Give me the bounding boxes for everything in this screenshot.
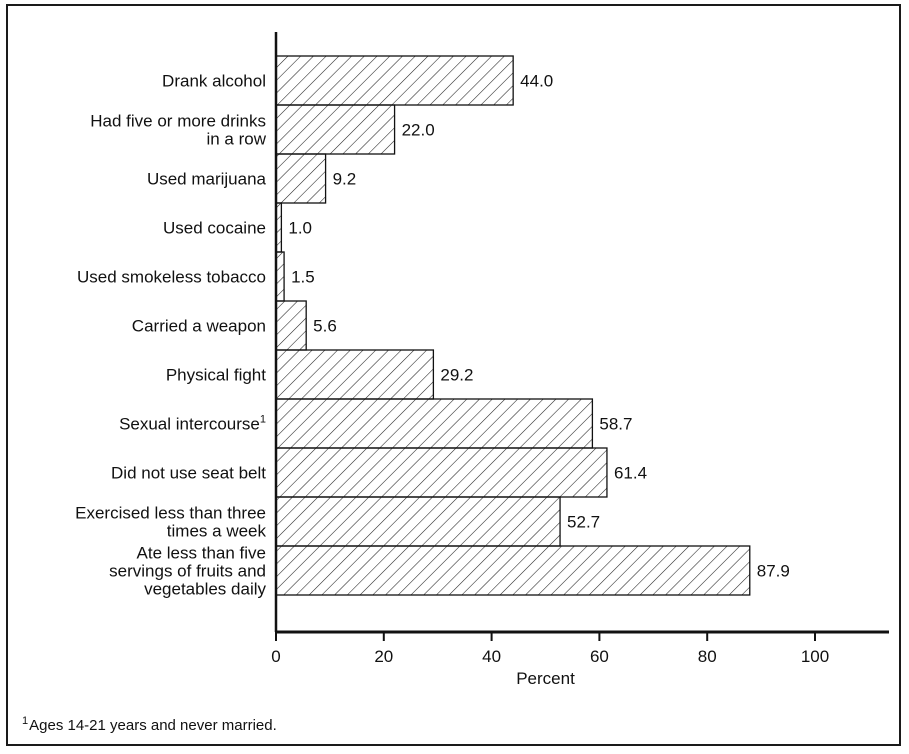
x-tick-label: 40: [482, 647, 501, 666]
category-label: Used smokeless tobacco: [77, 268, 266, 287]
category-label: Sexual intercourse1: [119, 414, 266, 434]
category-label: Drank alcohol: [162, 72, 266, 91]
x-tick-label: 60: [590, 647, 609, 666]
category-label: Had five or more drinks: [90, 112, 266, 131]
category-label: in a row: [206, 130, 266, 149]
x-tick-label: 0: [271, 647, 280, 666]
bar-value-label: 5.6: [313, 317, 337, 336]
bar-value-label: 61.4: [614, 464, 647, 483]
footnote-mark: 1: [22, 715, 29, 727]
category-label: Physical fight: [166, 366, 266, 385]
category-label: Used cocaine: [163, 219, 266, 238]
bar: [275, 300, 307, 351]
category-label: Exercised less than three: [75, 504, 266, 523]
bar-value-label: 1.0: [288, 219, 312, 238]
category-label: times a week: [167, 522, 267, 541]
category-label: vegetables daily: [144, 580, 266, 599]
bar: [275, 398, 594, 449]
bar: [275, 447, 608, 498]
bar: [275, 349, 435, 400]
bar: [275, 496, 561, 547]
bar-value-label: 44.0: [520, 72, 553, 91]
category-label: Used marijuana: [147, 170, 267, 189]
category-label: Carried a weapon: [132, 317, 266, 336]
footnote-text: Ages 14-21 years and never married.: [29, 717, 277, 734]
chart-frame: [6, 4, 901, 746]
x-axis-title: Percent: [516, 669, 575, 688]
bar-value-label: 1.5: [291, 268, 315, 287]
bar-value-label: 58.7: [599, 415, 632, 434]
bar: [275, 104, 396, 155]
x-tick-label: 80: [698, 647, 717, 666]
bar-value-label: 87.9: [757, 562, 790, 581]
bar: [275, 153, 327, 204]
bar-value-label: 29.2: [440, 366, 473, 385]
footnote: 1Ages 14-21 years and never married.: [22, 715, 277, 734]
category-label: Did not use seat belt: [111, 464, 266, 483]
category-label: servings of fruits and: [109, 562, 266, 581]
bar-value-label: 22.0: [402, 121, 435, 140]
x-tick-label: 20: [374, 647, 393, 666]
bar: [275, 55, 514, 106]
bar-value-label: 52.7: [567, 513, 600, 532]
category-label: Ate less than five: [137, 544, 266, 563]
bar-value-label: 9.2: [333, 170, 357, 189]
footnote-reference: 1: [260, 414, 266, 426]
x-tick-label: 100: [801, 647, 829, 666]
bar: [275, 545, 751, 596]
